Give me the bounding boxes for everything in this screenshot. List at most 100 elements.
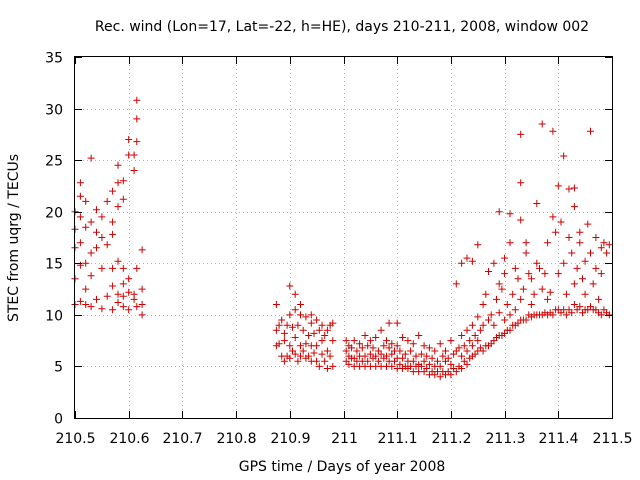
data-point [568, 309, 576, 317]
data-point [125, 275, 133, 283]
x-axis-ticks: 210.5 210.6 210.7 210.8 210.9 211 211.1 211.2 21… [55, 57, 633, 447]
data-point [323, 326, 331, 334]
data-point [565, 185, 573, 193]
data-point [329, 319, 337, 327]
data-point [487, 311, 495, 319]
data-point [82, 197, 90, 205]
data-point [399, 354, 407, 362]
data-point [366, 350, 374, 358]
data-point [557, 218, 565, 226]
data-point [315, 326, 323, 334]
data-point [133, 115, 141, 123]
data-point [560, 152, 568, 160]
data-point [479, 321, 487, 329]
data-point [133, 96, 141, 104]
data-point [385, 344, 393, 352]
data-point [495, 280, 503, 288]
data-point [297, 301, 304, 308]
data-point [511, 264, 519, 272]
data-point [87, 154, 95, 162]
y-axis-label: STEC from uqrg / TECUs [6, 154, 22, 322]
y-tick-label: 15 [45, 257, 63, 273]
data-point [420, 357, 428, 365]
data-point [436, 373, 444, 381]
data-point [315, 362, 323, 370]
data-point [103, 197, 111, 205]
data-point [109, 306, 117, 314]
data-point [377, 350, 385, 358]
data-point [93, 228, 100, 236]
data-point [511, 306, 519, 314]
data-point [530, 290, 538, 298]
data-point [570, 280, 578, 288]
data-point [458, 259, 466, 267]
data-point [98, 305, 106, 313]
data-point [321, 332, 329, 339]
data-point [576, 228, 584, 236]
data-point [495, 309, 503, 317]
data-point [82, 259, 90, 267]
data-point [294, 357, 302, 365]
data-point [109, 282, 117, 290]
data-point [372, 334, 380, 341]
data-point [356, 340, 364, 348]
data-point [323, 365, 331, 372]
data-point [329, 337, 337, 345]
data-point [280, 357, 288, 365]
data-point [388, 362, 396, 370]
data-point [87, 218, 95, 226]
data-point [485, 268, 492, 275]
data-point [272, 301, 280, 308]
data-point [479, 301, 487, 308]
data-point [87, 303, 95, 311]
data-point [442, 347, 449, 355]
x-tick-label: 210.7 [162, 431, 202, 447]
data-point [447, 337, 455, 345]
data-point [372, 352, 380, 360]
data-point [506, 311, 514, 319]
data-point [291, 334, 299, 341]
data-point [138, 311, 146, 319]
data-point [482, 290, 490, 298]
data-point [544, 295, 552, 303]
data-point [98, 264, 106, 272]
data-point [76, 192, 84, 200]
x-axis-label: GPS time / Days of year 2008 [239, 459, 446, 475]
y-tick-label: 0 [54, 412, 63, 428]
data-point [493, 295, 500, 303]
data-point [114, 203, 122, 211]
data-point [307, 311, 315, 319]
data-point [407, 347, 415, 355]
data-point [404, 337, 412, 345]
data-point [517, 295, 525, 303]
data-point [138, 246, 146, 254]
data-point [485, 316, 492, 324]
data-point [560, 259, 568, 267]
x-tick-label: 210.5 [55, 431, 95, 447]
y-tick-label: 30 [45, 103, 63, 119]
data-point [474, 313, 482, 321]
data-point [595, 295, 603, 303]
data-point [517, 179, 525, 187]
data-point [76, 179, 84, 187]
data-point [364, 357, 372, 365]
data-point [286, 282, 294, 290]
data-point [536, 264, 543, 272]
data-point [554, 182, 562, 190]
data-point [280, 329, 288, 337]
data-point [522, 239, 530, 247]
data-point [87, 272, 95, 280]
data-point [125, 136, 133, 143]
data-point [597, 270, 605, 278]
data-point [474, 241, 482, 249]
data-point [495, 208, 503, 216]
data-point [297, 311, 304, 319]
data-point [361, 352, 369, 360]
data-point [452, 280, 460, 288]
plot-frame [74, 56, 613, 419]
data-point [278, 316, 286, 324]
y-tick-label: 35 [45, 51, 63, 67]
data-point [114, 161, 122, 169]
data-point [527, 301, 535, 308]
data-point [280, 337, 288, 345]
